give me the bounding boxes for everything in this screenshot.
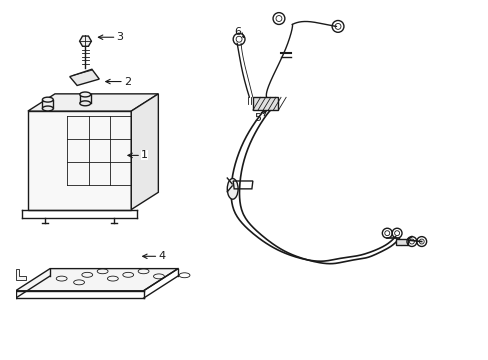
Polygon shape [70,69,99,85]
Text: 3: 3 [98,32,123,42]
Polygon shape [131,94,158,210]
Ellipse shape [42,97,53,102]
Text: 4: 4 [142,251,165,261]
Text: 6: 6 [234,27,244,37]
Ellipse shape [80,101,90,106]
Polygon shape [16,269,26,280]
Polygon shape [28,111,131,210]
Text: 1: 1 [128,150,148,161]
Text: 2: 2 [105,77,131,86]
Polygon shape [80,36,91,46]
Bar [395,239,407,245]
Ellipse shape [42,106,53,111]
Bar [252,97,278,110]
Ellipse shape [227,179,238,199]
Polygon shape [28,94,158,111]
Text: 5: 5 [254,111,265,123]
Ellipse shape [80,92,90,97]
Polygon shape [16,269,178,291]
